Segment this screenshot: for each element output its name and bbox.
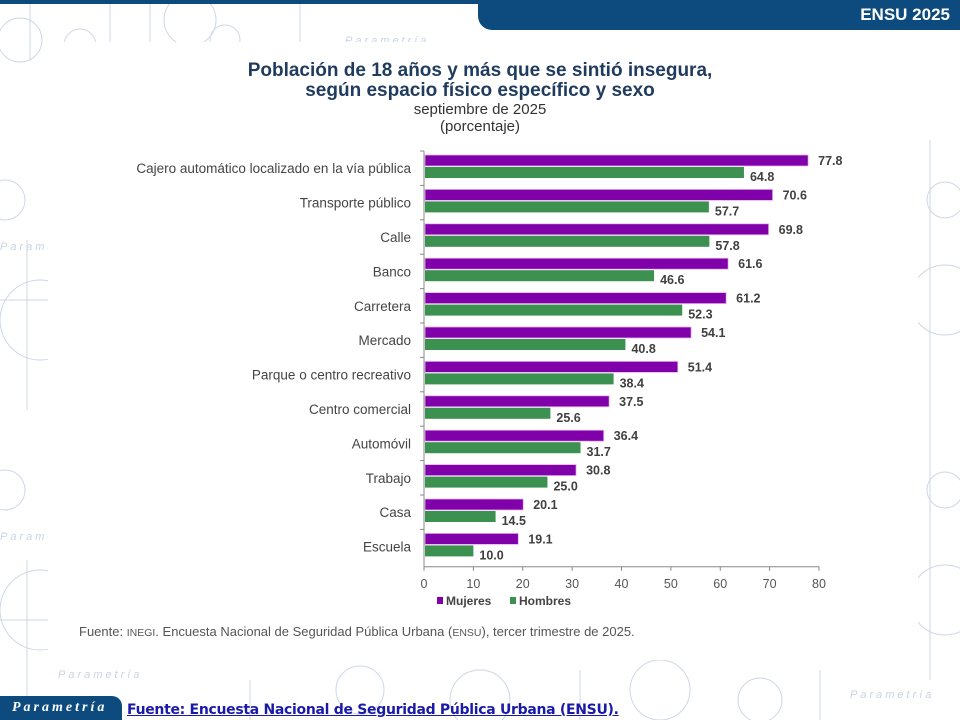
category-label: Automóvil — [352, 436, 411, 451]
data-label-hombres: 31.7 — [587, 445, 611, 459]
source-note: Fuente: INEGI. Encuesta Nacional de Segu… — [79, 624, 635, 639]
bar-hombres — [425, 407, 551, 419]
x-tick-label: 10 — [466, 577, 480, 591]
bar-hombres — [425, 304, 683, 316]
category-label: Calle — [380, 230, 411, 245]
data-label-mujeres: 30.8 — [586, 464, 610, 478]
parametria-logo: Parametría — [0, 696, 122, 720]
data-label-mujeres: 61.2 — [736, 292, 760, 306]
x-tick-label: 30 — [565, 577, 579, 591]
chart-title-line1: Población de 18 años y más que se sintió… — [247, 60, 713, 81]
header-tab: ENSU 2025 — [478, 0, 960, 30]
legend-swatch-mujeres — [437, 597, 443, 604]
bar-mujeres — [424, 498, 524, 511]
data-label-mujeres: 51.4 — [688, 360, 712, 374]
bar-hombres — [425, 339, 626, 350]
category-label: Carretera — [354, 299, 412, 314]
bar-mujeres — [424, 292, 727, 305]
x-tick-label: 40 — [615, 577, 629, 591]
data-label-hombres: 46.6 — [660, 273, 684, 287]
bar-hombres — [425, 442, 581, 454]
data-label-mujeres: 61.6 — [738, 257, 762, 271]
x-tick-label: 50 — [664, 577, 678, 591]
data-label-mujeres: 77.8 — [818, 154, 842, 168]
content-panel — [48, 42, 918, 660]
category-label: Casa — [379, 505, 411, 520]
bar-hombres — [425, 511, 496, 522]
category-label: Parque o centro recreativo — [252, 368, 411, 383]
category-label: Trabajo — [366, 471, 411, 486]
category-label: Transporte público — [300, 196, 411, 211]
x-tick-label: 20 — [516, 577, 530, 591]
x-tick-label: 80 — [812, 577, 826, 591]
legend-label-hombres: Hombres — [519, 594, 571, 608]
watermark-text: Parametría — [850, 689, 934, 701]
watermark-text: Parametría — [58, 669, 142, 681]
bar-mujeres — [424, 464, 577, 477]
source-middle: . Encuesta Nacional de Seguridad Pública… — [155, 624, 453, 639]
bar-mujeres — [424, 429, 605, 442]
x-tick-label: 0 — [421, 577, 428, 591]
data-label-hombres: 10.0 — [479, 548, 503, 562]
data-label-mujeres: 70.6 — [783, 188, 807, 202]
bar-hombres — [425, 270, 655, 282]
data-label-hombres: 40.8 — [631, 342, 655, 356]
data-label-hombres: 52.3 — [688, 308, 712, 322]
bar-hombres — [425, 373, 614, 385]
chart-unit-label: (porcentaje) — [439, 118, 521, 135]
data-label-hombres: 57.8 — [715, 239, 739, 253]
header-badge: ENSU 2025 — [860, 5, 950, 24]
data-label-hombres: 14.5 — [502, 514, 526, 528]
data-label-mujeres: 37.5 — [619, 395, 643, 409]
source-abbr: ENSU — [452, 627, 482, 639]
bar-hombres — [425, 476, 548, 488]
x-tick-label: 60 — [713, 577, 727, 591]
data-label-hombres: 25.6 — [556, 411, 580, 425]
chart-title-line2: según espacio físico específico y sexo — [305, 80, 655, 101]
data-label-mujeres: 36.4 — [614, 429, 638, 443]
data-label-hombres: 64.8 — [750, 170, 774, 184]
bar-mujeres — [424, 154, 809, 167]
data-label-mujeres: 19.1 — [528, 532, 552, 546]
bar-mujeres — [424, 395, 610, 408]
data-label-hombres: 25.0 — [553, 480, 577, 494]
category-label: Banco — [373, 264, 411, 279]
bar-mujeres — [424, 360, 679, 373]
bar-hombres — [425, 167, 744, 178]
legend-label-mujeres: Mujeres — [446, 594, 492, 608]
bar-mujeres — [424, 533, 519, 545]
data-label-hombres: 57.7 — [715, 204, 739, 218]
category-label: Escuela — [363, 540, 412, 555]
data-label-mujeres: 20.1 — [533, 498, 557, 512]
category-label: Mercado — [358, 333, 411, 348]
chart-subtitle: septiembre de 2025 — [413, 101, 547, 118]
category-label: Centro comercial — [309, 402, 411, 417]
category-label: Cajero automático localizado en la vía p… — [136, 161, 411, 176]
bar-mujeres — [424, 326, 692, 339]
legend-swatch-hombres — [510, 597, 516, 604]
bar-hombres — [425, 201, 709, 213]
data-label-mujeres: 54.1 — [701, 326, 725, 340]
source-link[interactable]: Fuente: Encuesta Nacional de Seguridad P… — [127, 702, 619, 718]
data-label-hombres: 38.4 — [620, 376, 644, 390]
bar-mujeres — [424, 223, 770, 236]
source-org: INEGI — [126, 627, 156, 639]
data-label-mujeres: 69.8 — [779, 223, 803, 237]
bar-mujeres — [424, 257, 729, 270]
bar-hombres — [425, 545, 474, 557]
source-prefix: Fuente: — [79, 624, 127, 639]
bar-mujeres — [424, 188, 773, 201]
source-suffix: ), tercer trimestre de 2025. — [481, 624, 635, 639]
bar-hombres — [425, 235, 710, 247]
x-tick-label: 70 — [763, 577, 777, 591]
